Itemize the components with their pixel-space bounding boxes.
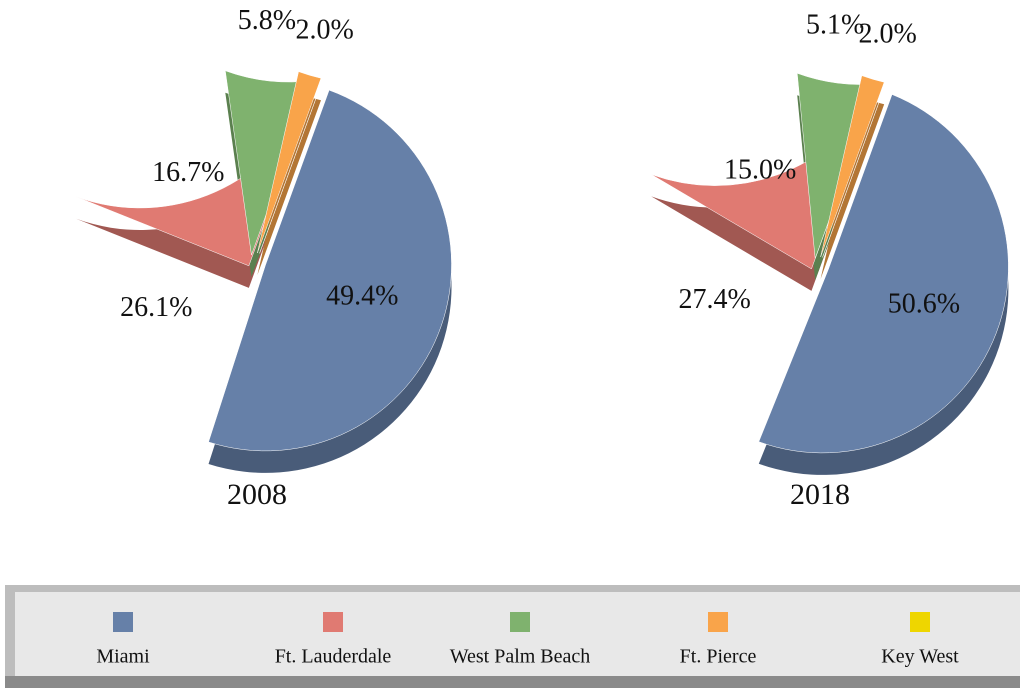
legend-label: Ft. Lauderdale bbox=[275, 646, 392, 668]
data-label: 2.0% bbox=[295, 15, 353, 46]
slice-side bbox=[820, 97, 885, 280]
pie-title: 2008 bbox=[227, 478, 287, 511]
legend-label: Key West bbox=[881, 646, 959, 668]
data-label: 15.0% bbox=[724, 155, 796, 186]
data-label: 5.8% bbox=[238, 5, 296, 36]
slice bbox=[257, 71, 322, 254]
slice bbox=[758, 94, 1009, 454]
data-label: 2.0% bbox=[859, 19, 917, 50]
legend-swatch bbox=[708, 612, 728, 632]
legend-shadow bbox=[5, 676, 1020, 688]
slice bbox=[820, 75, 885, 258]
slice-side bbox=[822, 104, 887, 280]
legend-swatch bbox=[510, 612, 530, 632]
slice bbox=[822, 82, 887, 258]
legend-swatch bbox=[910, 612, 930, 632]
slice-side bbox=[259, 100, 324, 276]
data-label: 49.4% bbox=[326, 281, 398, 312]
slice-side bbox=[257, 93, 321, 276]
data-label: 5.1% bbox=[806, 9, 864, 40]
data-label: 16.7% bbox=[152, 157, 224, 188]
legend-box bbox=[15, 592, 1020, 676]
data-label: 26.1% bbox=[120, 292, 192, 323]
pie-title: 2018 bbox=[790, 478, 850, 511]
legend-swatch bbox=[113, 612, 133, 632]
legend-label: Miami bbox=[96, 646, 150, 668]
legend-swatch bbox=[323, 612, 343, 632]
legend-label: Ft. Pierce bbox=[680, 646, 757, 668]
legend-label: West Palm Beach bbox=[450, 646, 591, 668]
slice bbox=[208, 89, 452, 452]
legend: Miami Ft. Lauderdale West Palm Beach Ft. Pi… bbox=[96, 612, 959, 668]
data-label: 50.6% bbox=[888, 288, 960, 319]
data-label: 27.4% bbox=[678, 284, 750, 315]
